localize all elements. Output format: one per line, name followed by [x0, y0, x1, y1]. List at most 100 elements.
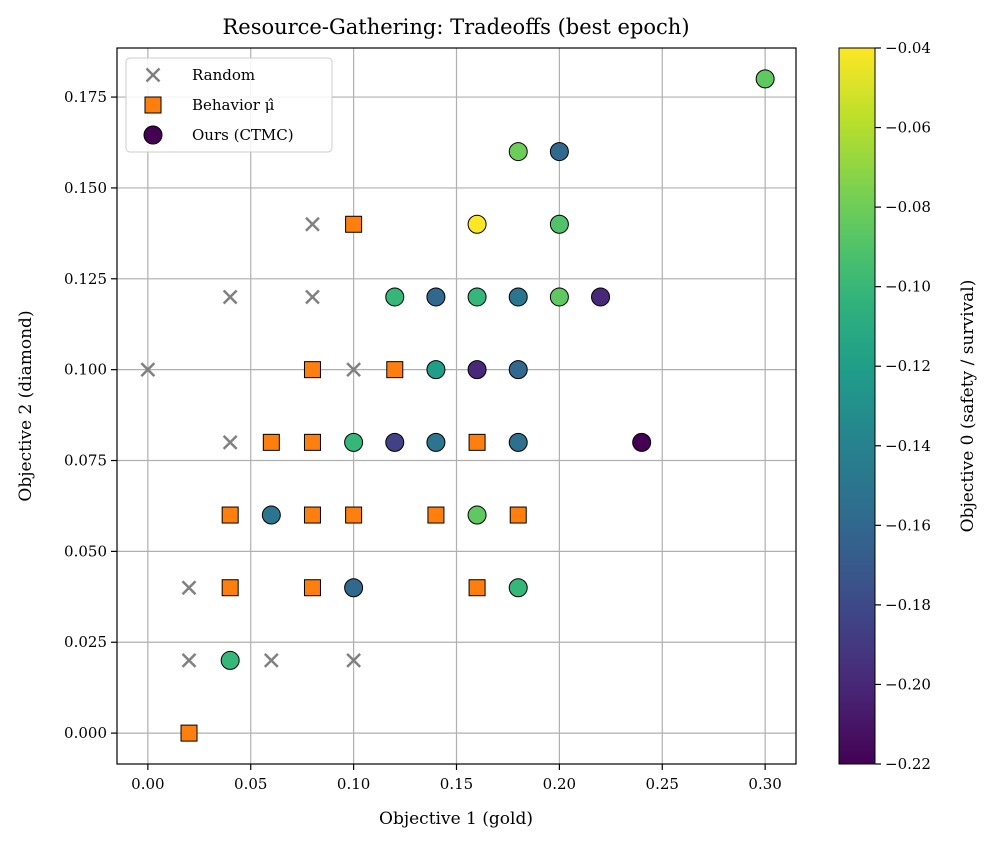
random-point: [181, 653, 197, 668]
behavior-point: [345, 215, 363, 233]
legend-marker-ours: [143, 125, 163, 145]
ours-point: [591, 287, 611, 307]
behavior-point: [509, 506, 527, 524]
legend-marker-random: [145, 67, 161, 83]
random-point: [140, 362, 156, 378]
ours-point: [508, 360, 528, 380]
x-tick-label: 0.25: [646, 775, 679, 793]
x-tick-label: 0.15: [440, 775, 473, 793]
x-stroke: [222, 434, 238, 450]
behavior-point: [468, 433, 486, 451]
random-point: [305, 289, 320, 305]
behavior-point: [468, 579, 486, 597]
ours-point: [426, 432, 446, 452]
ours-point: [508, 432, 528, 452]
x-axis-title: Objective 1 (gold): [379, 809, 533, 829]
y-tick-label: 0.150: [64, 179, 107, 197]
random-point: [305, 216, 320, 232]
behavior-point: [345, 506, 363, 524]
colorbar-tick-label: −0.04: [885, 39, 931, 57]
y-tick-label: 0.000: [64, 724, 107, 742]
colorbar-tick-label: −0.10: [885, 278, 931, 296]
x-tick-label: 0.20: [543, 775, 576, 793]
x-stroke: [181, 580, 197, 596]
ours-point: [220, 650, 240, 670]
colorbar-tick-label: −0.06: [885, 119, 931, 137]
y-tick-label: 0.175: [64, 88, 107, 106]
y-axis-title: Objective 2 (diamond): [16, 310, 36, 501]
legend-label-random: Random: [192, 66, 255, 84]
y-tick-label: 0.100: [64, 361, 107, 379]
random-point: [346, 362, 362, 378]
ours-point: [467, 505, 487, 525]
x-axis-ticks: 0.00 0.05 0.10 0.15 0.20 0.25 0.30: [131, 764, 782, 793]
x-stroke: [140, 362, 156, 378]
y-tick-label: 0.125: [64, 270, 107, 288]
colorbar-tick-label: −0.12: [885, 357, 931, 375]
y-tick-label: 0.025: [64, 633, 107, 651]
colorbar-gradient: [838, 47, 876, 765]
behavior-point: [262, 433, 280, 451]
y-tick-label: 0.050: [64, 542, 107, 560]
colorbar-tick-label: −0.20: [885, 675, 931, 693]
ours-point: [508, 287, 528, 307]
legend-label-ours: Ours (CTMC): [192, 126, 294, 144]
colorbar-tick-label: −0.08: [885, 198, 931, 216]
ours-point: [385, 432, 405, 452]
ours-point: [467, 214, 487, 234]
behavior-point: [303, 433, 321, 451]
x-stroke: [305, 216, 320, 232]
ours-point: [755, 69, 775, 89]
x-stroke: [346, 653, 362, 668]
ours-point: [426, 360, 446, 380]
behavior-point: [303, 579, 321, 597]
random-point: [346, 653, 362, 668]
colorbar: −0.04 −0.06 −0.08 −0.10 −0.12 −0.14 −0.16 −0.18…: [838, 39, 931, 773]
legend-marker-behavior: [144, 96, 162, 114]
ours-point: [549, 142, 569, 162]
ours-point: [549, 287, 569, 307]
x-tick-label: 0.05: [234, 775, 267, 793]
ours-point: [261, 505, 281, 525]
random-point: [222, 434, 238, 450]
behavior-point: [386, 361, 404, 379]
legend-box: [125, 57, 333, 153]
x-stroke: [181, 653, 197, 668]
x-stroke: [346, 362, 362, 378]
random-point: [222, 289, 238, 305]
x-stroke: [222, 289, 238, 305]
colorbar-tick-label: −0.18: [885, 596, 931, 614]
legend: Random Behavior μ̂ Ours (CTMC): [125, 57, 333, 153]
colorbar-tick-label: −0.22: [885, 755, 931, 773]
y-tick-label: 0.075: [64, 452, 107, 470]
ours-point: [467, 360, 487, 380]
ours-point: [549, 214, 569, 234]
behavior-point: [303, 361, 321, 379]
ours-point: [467, 287, 487, 307]
ours-point: [426, 287, 446, 307]
colorbar-tick-label: −0.16: [885, 516, 931, 534]
ours-point: [344, 432, 364, 452]
colorbar-tick-label: −0.14: [885, 437, 931, 455]
ours-point: [385, 287, 405, 307]
colorbar-title: Objective 0 (safety / survival): [958, 280, 978, 533]
y-axis-ticks: 0.000 0.025 0.050 0.075 0.100 0.125 0.150 0.175: [64, 88, 117, 742]
random-point: [263, 653, 279, 668]
behavior-point: [427, 506, 445, 524]
x-stroke: [305, 289, 320, 305]
ours-point: [344, 578, 364, 598]
x-stroke: [263, 653, 279, 668]
ours-point: [508, 578, 528, 598]
legend-label-behavior: Behavior μ̂: [192, 96, 275, 114]
x-tick-label: 0.30: [748, 775, 781, 793]
chart-title: Resource-Gathering: Tradeoffs (best epoc…: [222, 15, 689, 39]
random-point: [181, 580, 197, 596]
behavior-point: [303, 506, 321, 524]
behavior-point: [180, 724, 198, 742]
behavior-point: [221, 506, 239, 524]
grid: [117, 48, 796, 764]
plot-points: [140, 69, 775, 742]
ours-point: [632, 432, 652, 452]
ours-point: [508, 142, 528, 162]
